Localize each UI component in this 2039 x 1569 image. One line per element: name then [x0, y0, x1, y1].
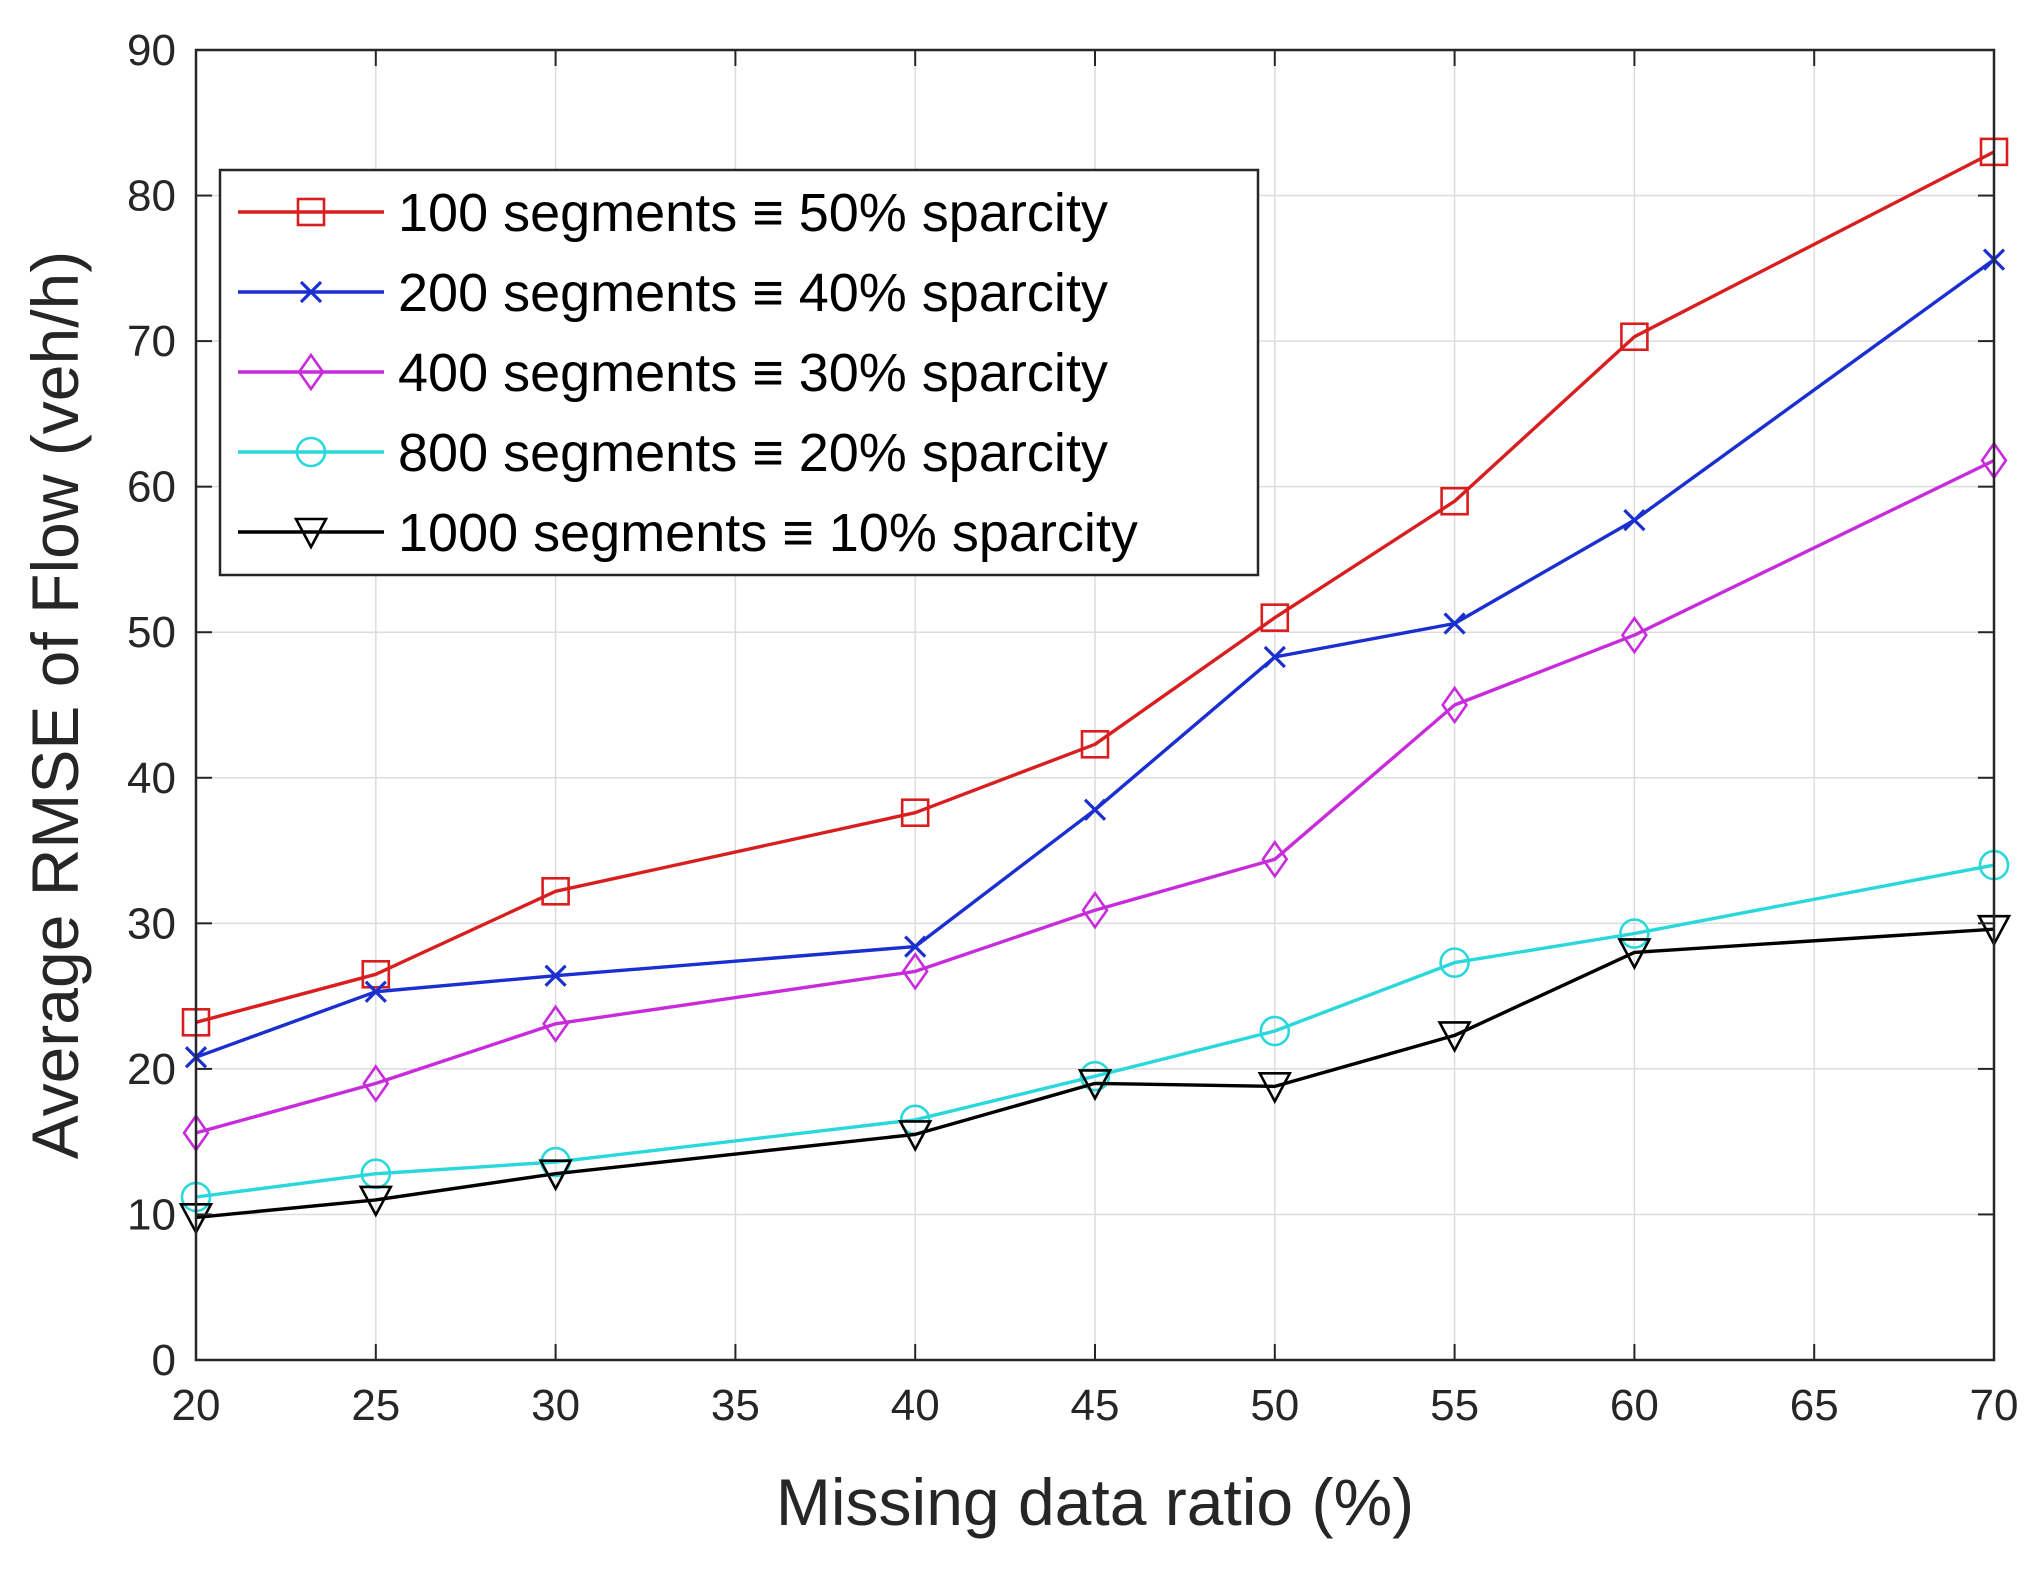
x-tick-label: 30: [531, 1381, 580, 1430]
data-point-marker: [1440, 486, 1469, 516]
data-point-marker: [1261, 840, 1289, 879]
data-series: [178, 137, 2012, 1236]
legend-swatch-marker: [295, 436, 327, 468]
legend-swatch-marker: [299, 280, 323, 304]
x-tick-label: 20: [172, 1381, 221, 1430]
legend-label: 200 segments ≡ 40% sparcity: [398, 263, 1108, 323]
data-point-marker: [1620, 615, 1648, 655]
legend-entry-3: 400 segments ≡ 30% sparcity: [238, 343, 1108, 403]
data-point-marker: [358, 1185, 393, 1218]
series-line: [195, 458, 1995, 1135]
x-tick-label: 70: [1970, 1381, 2019, 1430]
y-tick-label: 20: [127, 1045, 176, 1094]
x-tick-label: 60: [1610, 1381, 1659, 1430]
series-2: [184, 248, 2006, 1069]
legend: 100 segments ≡ 50% sparcity 200 segments …: [218, 168, 1260, 577]
data-point-marker: [541, 877, 570, 906]
series-5: [178, 914, 2012, 1236]
data-point-marker: [542, 1004, 570, 1044]
data-point-marker: [1441, 685, 1469, 725]
legend-entry-1: 100 segments ≡ 50% sparcity: [238, 183, 1108, 243]
axis-ticks: 20 25 30 35 40 45 50 55 60 65 70 0 10 20 30 40 50 60 70 80 9…: [127, 26, 2018, 1430]
y-tick-label: 60: [127, 463, 176, 512]
y-tick-label: 90: [127, 26, 176, 75]
data-point-marker: [1437, 1021, 1472, 1054]
data-point-marker: [901, 952, 929, 991]
y-tick-label: 0: [152, 1336, 176, 1385]
series-line: [195, 150, 1995, 1024]
y-tick-label: 50: [127, 608, 176, 657]
x-tick-label: 65: [1790, 1381, 1839, 1430]
legend-swatch-marker: [293, 517, 329, 550]
series-line: [195, 927, 1995, 1220]
legend-label: 1000 segments ≡ 10% sparcity: [398, 503, 1138, 563]
data-point-marker: [1263, 645, 1286, 669]
y-tick-label: 80: [127, 172, 176, 221]
data-point-marker: [1080, 729, 1110, 759]
y-tick-label: 40: [127, 754, 176, 803]
legend-entry-4: 800 segments ≡ 20% sparcity: [238, 423, 1108, 483]
legend-label: 400 segments ≡ 30% sparcity: [398, 343, 1108, 403]
data-point-marker: [1083, 798, 1107, 821]
data-point-marker: [1443, 612, 1466, 635]
x-tick-label: 35: [711, 1381, 760, 1430]
legend-entry-5: 1000 segments ≡ 10% sparcity: [238, 503, 1138, 563]
data-point-marker: [362, 1064, 390, 1103]
data-point-marker: [544, 964, 567, 987]
legend-box: [218, 168, 1260, 577]
data-point-marker: [1081, 890, 1109, 930]
x-axis-title: Missing data ratio (%): [776, 1465, 1414, 1539]
x-tick-label: 45: [1071, 1381, 1120, 1430]
x-tick-label: 25: [351, 1381, 400, 1430]
y-tick-label: 70: [127, 317, 176, 366]
data-point-marker: [1257, 1072, 1292, 1105]
data-point-marker: [364, 980, 387, 1003]
data-point-marker: [1079, 1060, 1111, 1092]
data-point-marker: [361, 959, 391, 989]
legend-entry-2: 200 segments ≡ 40% sparcity: [238, 263, 1108, 323]
x-tick-label: 50: [1250, 1381, 1299, 1430]
data-point-marker: [1623, 509, 1646, 532]
data-point-marker: [904, 935, 927, 958]
data-point-marker: [1620, 322, 1649, 352]
data-point-marker: [1259, 1015, 1291, 1047]
x-tick-label: 55: [1430, 1381, 1479, 1430]
data-point-marker: [1619, 918, 1650, 949]
data-point-marker: [1439, 947, 1470, 978]
y-axis-title: Average RMSE of Flow (veh/h): [18, 251, 92, 1159]
data-point-marker: [898, 1120, 933, 1153]
legend-swatch-marker: [296, 197, 326, 227]
data-point-marker: [1617, 938, 1652, 971]
y-tick-label: 30: [127, 899, 176, 948]
data-point-marker: [1077, 1069, 1113, 1102]
legend-label: 100 segments ≡ 50% sparcity: [398, 183, 1108, 243]
y-tick-label: 10: [127, 1190, 176, 1239]
data-point-marker: [538, 1159, 573, 1192]
series-line: [195, 863, 1995, 1199]
legend-swatch-marker: [297, 352, 325, 392]
data-point-marker: [900, 798, 930, 828]
legend-label: 800 segments ≡ 20% sparcity: [398, 423, 1108, 483]
x-tick-label: 40: [891, 1381, 940, 1430]
data-point-marker: [1260, 603, 1290, 632]
